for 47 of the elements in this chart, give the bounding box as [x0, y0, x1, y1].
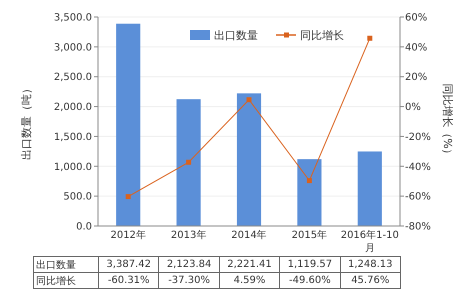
data-label: 4.59%	[219, 272, 280, 288]
point	[246, 97, 252, 102]
x-tick-label: 2013年	[170, 229, 208, 242]
point	[126, 194, 131, 200]
y2-tick-label: -80%	[405, 222, 431, 232]
y-tick-label: 500.0	[63, 192, 92, 203]
data-label: 3,387.42	[98, 256, 159, 272]
legend-label: 出口数量	[214, 29, 258, 42]
y-tick-label: 3,000.0	[54, 42, 92, 54]
bar	[116, 24, 140, 226]
bar	[297, 159, 322, 226]
y2-tick-label: -60%	[405, 192, 431, 203]
y-tick-label: 1,000.0	[54, 162, 92, 173]
data-label: 2,123.84	[158, 256, 220, 272]
y2-tick-label: 0%	[405, 102, 421, 114]
data-label: 1,119.57	[280, 256, 340, 272]
x-tick-label: 2012年	[109, 229, 147, 242]
y2-tick-label: 20%	[405, 72, 428, 84]
y2-tick-label: 60%	[405, 12, 428, 24]
data-label: -37.30%	[158, 272, 220, 288]
y-tick-label: 2,500.0	[54, 72, 92, 84]
y-axis-title: 出口数量（吨）	[20, 83, 33, 160]
data-label: -49.60%	[280, 272, 340, 288]
y-tick-label: 0.0	[76, 222, 92, 232]
y-tick-label: 2,000.0	[54, 102, 92, 114]
data-label: 1,248.13	[340, 256, 400, 272]
data-label: 45.76%	[340, 272, 400, 288]
x-tick-label: 2014年	[230, 229, 268, 242]
point	[306, 178, 312, 184]
bar	[176, 99, 201, 226]
bar	[236, 93, 262, 226]
data-label: -60.31%	[98, 272, 159, 288]
x-tick-label: 2016年1-10月	[340, 229, 400, 255]
data-label: 2,221.41	[219, 256, 280, 272]
y2-tick-label: -20%	[405, 132, 431, 143]
text: 同比增长	[36, 276, 76, 286]
x-tick-label: 2015年	[290, 229, 328, 242]
bar	[358, 151, 382, 226]
y2-tick-label: -40%	[405, 162, 431, 173]
y-tick-label: 1,500.0	[54, 132, 92, 143]
y2-tick-label: 40%	[405, 42, 428, 54]
point	[367, 36, 372, 41]
text: 出口数量	[36, 260, 76, 270]
y-tick-label: 3,500.0	[54, 12, 92, 24]
point	[186, 160, 192, 165]
y2-axis-title: 同比增长（%）	[441, 83, 454, 160]
legend-label: 同比增长	[300, 29, 344, 42]
